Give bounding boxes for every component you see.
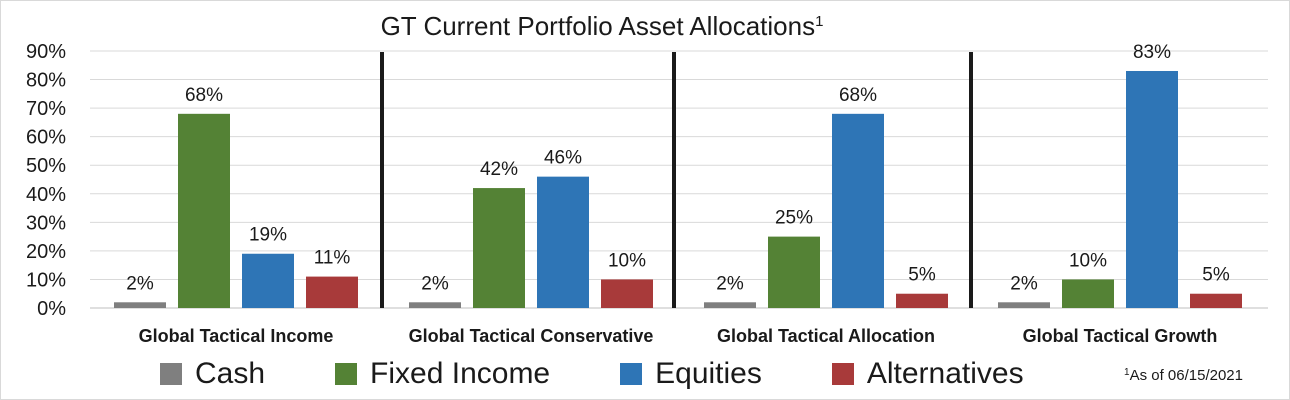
chart-title-text: GT Current Portfolio Asset Allocations [380,11,816,41]
y-tick-label: 30% [26,212,66,234]
footnote-marker: 1 [1124,367,1130,378]
bar-value-label: 42% [480,159,518,180]
bar [768,236,820,308]
chart-legend: Cash Fixed Income Equities Alternatives [160,352,1094,396]
footnote-text: As of 06/15/2021 [1129,367,1243,384]
bar-value-label: 19% [249,225,287,246]
y-tick-label: 0% [37,298,66,320]
legend-label: Alternatives [866,357,1024,390]
y-tick-label: 70% [26,98,66,120]
bar [601,279,653,308]
bar [242,253,294,308]
bar-value-label: 11% [314,248,351,269]
bar [473,188,525,308]
bar-value-label: 2% [716,273,744,294]
legend-item: Equities [620,357,762,391]
y-tick-label: 10% [26,269,66,291]
bar-value-label: 2% [421,273,449,294]
bar [178,113,230,308]
bar [832,113,884,308]
bar [1126,70,1178,308]
bar [409,302,461,308]
footnote: 1As of 06/15/2021 [1124,367,1243,384]
legend-label: Equities [655,357,762,390]
x-category-label: Global Tactical Growth [1023,326,1218,346]
bar-value-label: 2% [1010,273,1038,294]
bar-value-label: 46% [544,148,582,169]
bar-value-label: 10% [608,250,646,271]
y-tick-label: 20% [26,241,66,263]
y-tick-label: 80% [26,70,66,92]
bar-value-label: 68% [185,85,223,106]
bar [998,302,1050,308]
chart-title: GT Current Portfolio Asset Allocations1 [0,11,1204,42]
bar-value-label: 10% [1069,250,1107,271]
bar-value-label: 25% [775,208,813,229]
bar [537,176,589,308]
legend-swatch [335,363,358,385]
legend-swatch [160,363,182,385]
x-category-label: Global Tactical Conservative [409,326,654,346]
legend-label: Fixed Income [370,357,551,390]
legend-item: Fixed Income [335,357,550,391]
legend-swatch [831,363,854,385]
y-tick-label: 40% [26,184,66,206]
bar [114,302,166,308]
x-category-label: Global Tactical Allocation [717,326,935,346]
chart-title-superscript: 1 [815,13,824,30]
bar-value-label: 68% [839,85,877,106]
bar-value-label: 83% [1133,42,1171,63]
legend-label: Cash [195,357,266,390]
y-tick-label: 60% [26,127,66,149]
legend-item: Alternatives [831,357,1024,391]
bar-value-label: 5% [908,265,936,286]
x-category-label: Global Tactical Income [139,326,334,346]
y-tick-label: 90% [26,41,66,63]
bar [1062,279,1114,308]
legend-item: Cash [160,357,265,391]
legend-swatch [620,363,643,385]
bar-value-label: 2% [126,273,154,294]
bar [704,302,756,308]
bar [896,293,948,308]
y-tick-label: 50% [26,155,66,177]
bar [1190,293,1242,308]
bar-value-label: 5% [1202,265,1230,286]
bar [306,276,358,308]
